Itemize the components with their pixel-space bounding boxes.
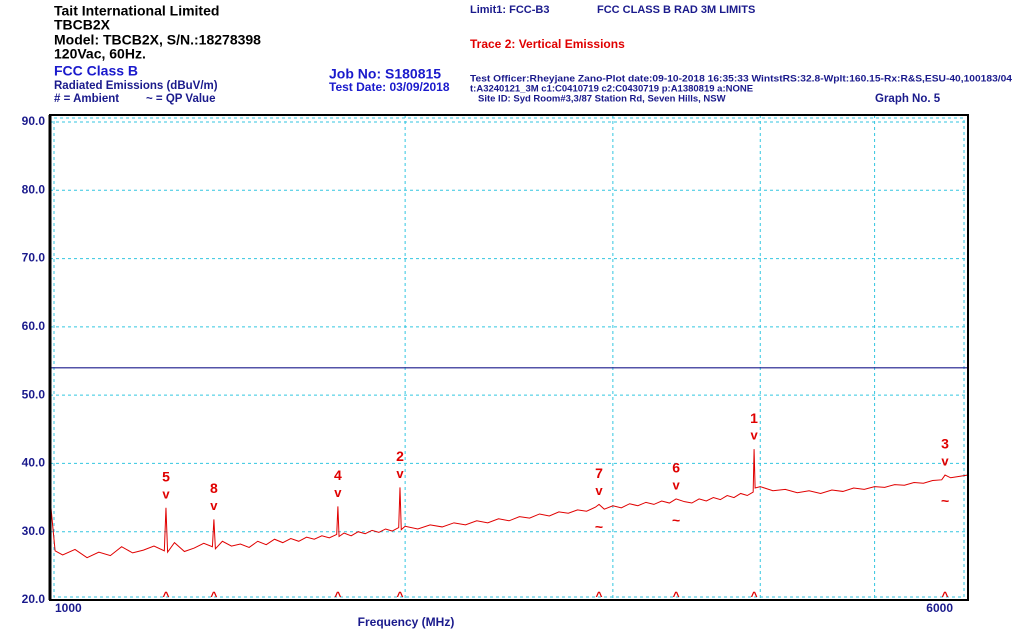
marker-number: 2 [396,448,404,464]
x-axis-label: Frequency (MHz) [358,615,455,629]
y-tick-label: 30.0 [22,524,46,538]
bottom-marker: ^ [334,589,341,603]
limit-description: FCC CLASS B RAD 3M LIMITS [597,4,755,16]
x-tick-label: 1000 [55,601,82,615]
bottom-marker: ^ [673,589,680,603]
bottom-marker: ^ [942,589,949,603]
model: Model: TBCB2X, S/N.:18278398 [54,32,261,48]
site: Site ID: Syd Room#3,3/87 Station Rd, Sev… [478,94,726,105]
bottom-marker: ^ [162,589,169,603]
inner-border [53,117,965,598]
peak-marker: v [210,498,218,513]
graph-no: Graph No. 5 [875,93,941,105]
officer-line: Test Officer:Rheyjane Zano-Plot date:09-… [470,74,1013,85]
measurement: Radiated Emissions (dBuV/m) [54,80,218,92]
trace [49,449,969,559]
marker-number: 5 [162,469,170,485]
marker-number: 8 [210,480,218,496]
transducer-line: t:A3240121_3M c1:C0410719 c2:C0430719 p:… [470,84,753,95]
bottom-marker: ^ [210,589,217,603]
y-tick-label: 90.0 [22,114,46,128]
product: TBCB2X [54,17,111,33]
legend-ambient: # = Ambient [54,93,119,105]
bottom-marker: ^ [596,589,603,603]
plot-frame [49,114,969,601]
y-tick-label: 40.0 [22,456,46,470]
company: Tait International Limited [54,3,219,19]
y-tick-label: 70.0 [22,251,46,265]
qp-marker: ~ [941,492,949,508]
marker-number: 3 [941,436,949,452]
marker-number: 4 [334,467,342,483]
standard: FCC Class B [54,63,138,79]
power: 120Vac, 60Hz. [54,46,146,62]
test-date: Test Date: 03/09/2018 [329,80,450,94]
job-no: Job No: S180815 [329,66,441,82]
peak-marker: v [672,477,680,492]
qp-marker: ~ [595,518,603,534]
marker-number: 1 [750,410,758,426]
y-tick-label: 80.0 [22,182,46,196]
x-tick-label: 6000 [926,601,953,615]
y-tick-label: 20.0 [22,592,46,606]
peak-marker: v [162,486,170,501]
legend-qp: ~ = QP Value [146,93,215,105]
peak-marker: v [396,466,404,481]
peak-marker: v [750,428,758,443]
bottom-marker: ^ [751,589,758,603]
bottom-marker: ^ [396,589,403,603]
qp-marker: ~ [672,512,680,528]
trace-name: Trace 2: Vertical Emissions [470,37,625,51]
peak-marker: v [334,485,342,500]
y-tick-label: 60.0 [22,319,46,333]
peak-marker: v [595,483,603,498]
peak-marker: v [941,453,949,468]
marker-number: 6 [672,460,680,476]
marker-number: 7 [595,465,603,481]
limit-name: Limit1: FCC-B3 [470,4,549,16]
y-tick-label: 50.0 [22,387,46,401]
